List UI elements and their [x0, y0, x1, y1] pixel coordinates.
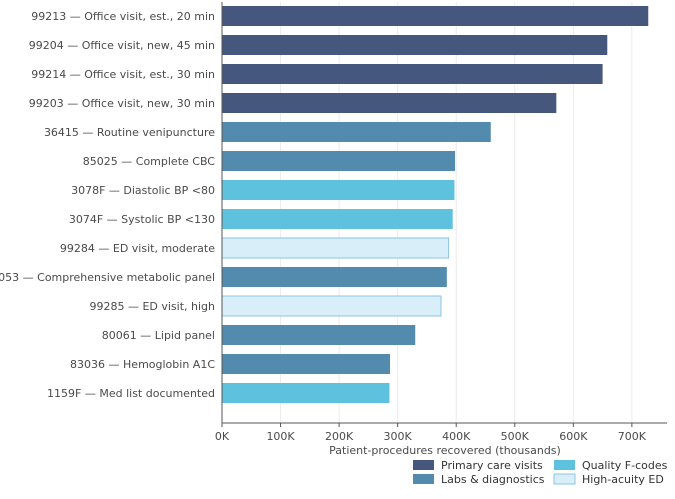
legend-swatch	[554, 460, 575, 470]
x-tick-label: 700K	[618, 430, 647, 443]
x-axis-title: Patient-procedures recovered (thousands)	[329, 444, 561, 457]
legend-label: Primary care visits	[441, 459, 543, 472]
legend-label: Quality F-codes	[582, 459, 668, 472]
x-tick-label: 500K	[501, 430, 530, 443]
x-tick-label: 100K	[266, 430, 295, 443]
category-label: 85025 — Complete CBC	[83, 155, 216, 168]
bar	[221, 295, 442, 317]
bar	[222, 93, 557, 113]
category-label: 99204 — Office visit, new, 45 min	[29, 39, 215, 52]
bar	[222, 209, 453, 229]
x-axis: 0K 100K 200K 300K 400K 500K 600K 700K	[215, 2, 667, 443]
category-label: 3078F — Diastolic BP <80	[71, 184, 215, 197]
bar	[222, 64, 603, 84]
legend-swatch	[553, 473, 576, 485]
category-label: 83036 — Hemoglobin A1C	[70, 358, 215, 371]
bar	[222, 267, 447, 287]
category-label: 99213 — Office visit, est., 20 min	[31, 10, 215, 23]
category-label: 3074F — Systolic BP <130	[69, 213, 215, 226]
category-label: 99214 — Office visit, est., 30 min	[31, 68, 215, 81]
legend-swatch	[413, 474, 434, 484]
bar	[222, 122, 491, 142]
category-label: 80061 — Lipid panel	[102, 329, 215, 342]
category-label: 1159F — Med list documented	[47, 387, 215, 400]
x-tick-label: 200K	[325, 430, 354, 443]
bar	[222, 6, 649, 26]
x-tick-label: 600K	[559, 430, 588, 443]
category-label: 80053 — Comprehensive metabolic panel	[0, 271, 215, 284]
bar	[222, 180, 455, 200]
category-label: 99203 — Office visit, new, 30 min	[29, 97, 215, 110]
category-labels: 99213 — Office visit, est., 20 min 99204 …	[0, 10, 215, 400]
x-tick-label: 300K	[384, 430, 413, 443]
x-tick-label: 0K	[215, 430, 230, 443]
bars	[221, 6, 649, 403]
legend-label: High-acuity ED	[582, 473, 664, 486]
category-label: 99285 — ED visit, high	[89, 300, 215, 313]
legend-swatch	[413, 460, 434, 470]
x-tick-label: 400K	[442, 430, 471, 443]
category-label: 36415 — Routine venipuncture	[44, 126, 215, 139]
category-label: 99284 — ED visit, moderate	[60, 242, 215, 255]
bar	[222, 151, 456, 171]
bar	[222, 383, 390, 403]
bar	[222, 354, 391, 374]
bar	[222, 325, 416, 345]
bar	[222, 35, 608, 55]
bar	[221, 237, 450, 259]
legend-label: Labs & diagnostics	[441, 473, 545, 486]
